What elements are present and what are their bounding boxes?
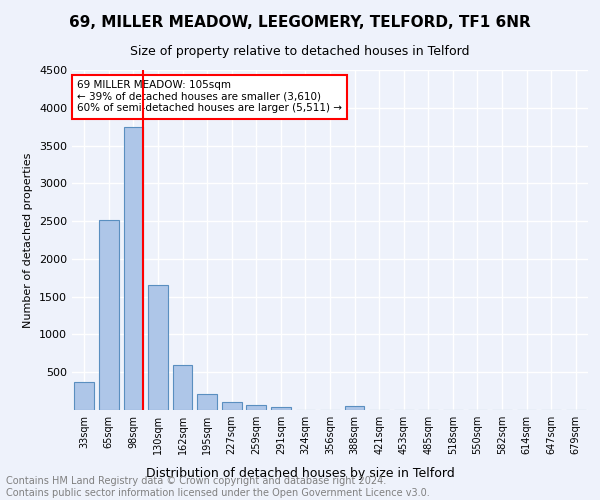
Text: 69 MILLER MEADOW: 105sqm
← 39% of detached houses are smaller (3,610)
60% of sem: 69 MILLER MEADOW: 105sqm ← 39% of detach…	[77, 80, 342, 114]
Bar	[99, 220, 119, 410]
Bar	[222, 402, 242, 410]
Y-axis label: Number of detached properties: Number of detached properties	[23, 152, 34, 328]
Bar	[74, 382, 94, 410]
Bar	[148, 286, 168, 410]
Bar	[247, 406, 266, 410]
Text: Distribution of detached houses by size in Telford: Distribution of detached houses by size …	[146, 467, 454, 480]
Text: Contains HM Land Registry data © Crown copyright and database right 2024.
Contai: Contains HM Land Registry data © Crown c…	[6, 476, 430, 498]
Bar	[271, 407, 290, 410]
Text: 69, MILLER MEADOW, LEEGOMERY, TELFORD, TF1 6NR: 69, MILLER MEADOW, LEEGOMERY, TELFORD, T…	[69, 15, 531, 30]
Bar	[124, 126, 143, 410]
Text: Size of property relative to detached houses in Telford: Size of property relative to detached ho…	[130, 45, 470, 58]
Bar	[197, 394, 217, 410]
Bar	[173, 364, 193, 410]
Bar	[345, 406, 364, 410]
